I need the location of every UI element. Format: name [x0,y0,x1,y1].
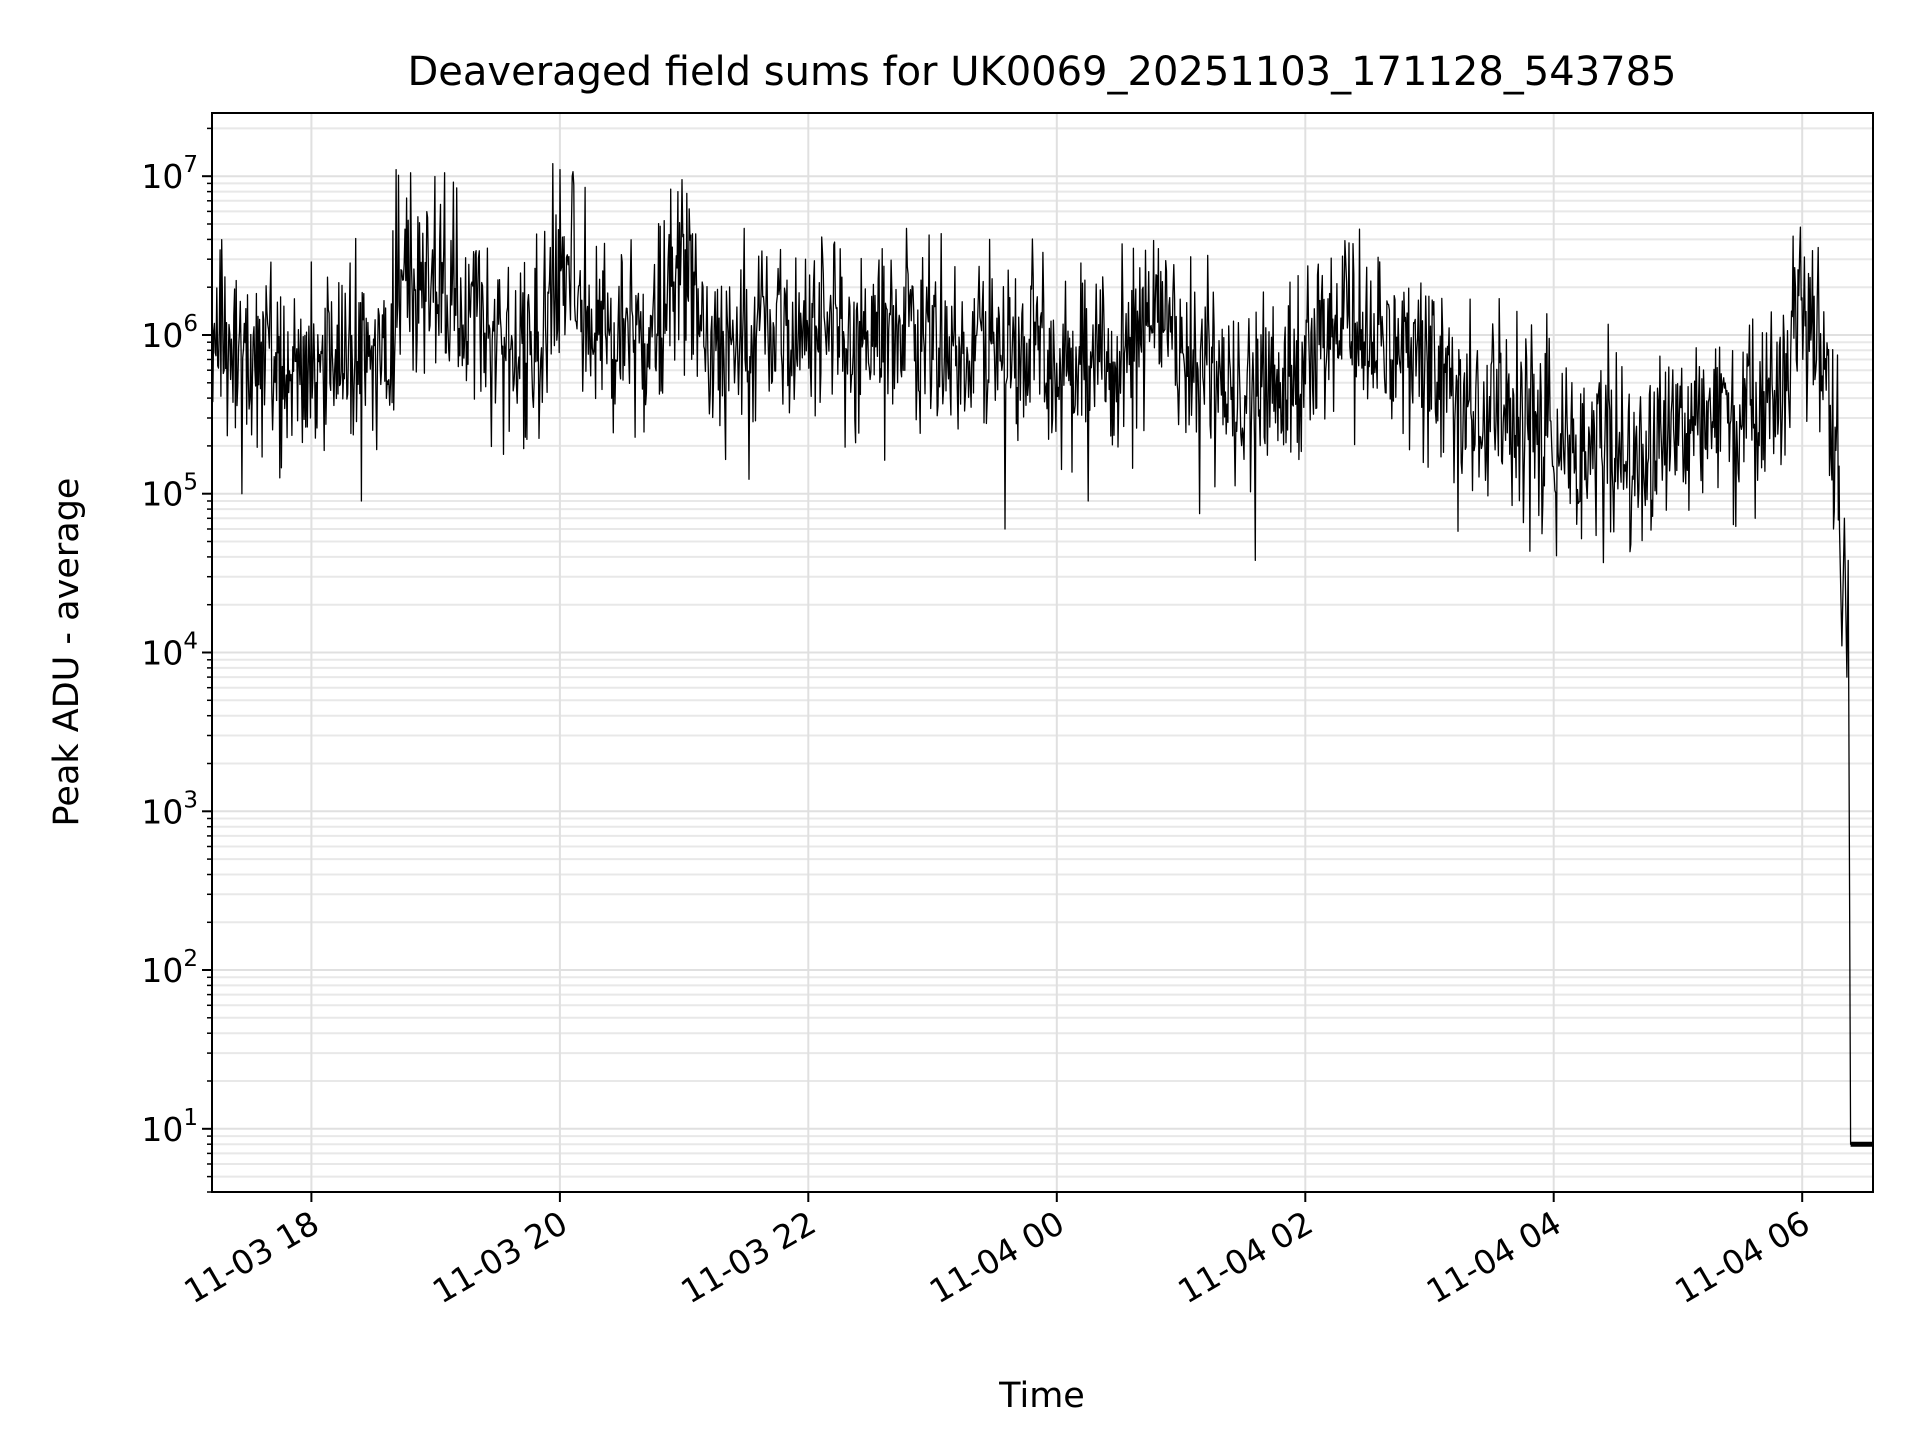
y-tick-label-exponent: 7 [183,152,198,178]
y-tick-label-exponent: 4 [183,629,198,655]
y-tick-label-exponent: 3 [183,787,198,813]
y-axis-label: Peak ADU - average [47,478,87,827]
y-tick-label-base: 10 [141,475,183,514]
y-tick-label: 103 [141,787,198,831]
chart-title: Deaveraged field sums for UK0069_2025110… [407,49,1676,95]
series-layer [211,162,1873,1147]
y-tick-label: 104 [141,629,198,673]
x-axis-label: Time [998,1376,1085,1416]
y-tick-label: 101 [141,1105,198,1149]
y-tick-label-exponent: 1 [183,1105,198,1131]
y-tick-label: 106 [141,311,198,355]
y-tick-label: 102 [141,946,198,990]
y-tick-label: 105 [141,470,198,514]
y-tick-label-base: 10 [141,951,183,990]
y-tick-label-base: 10 [141,634,183,673]
y-tick-label-exponent: 5 [183,470,198,496]
y-tick-label-base: 10 [141,157,183,196]
y-minor-ticks [207,127,212,1193]
y-tick-label-base: 10 [141,1110,183,1149]
y-tick-label-exponent: 2 [183,946,198,972]
data-series-line [211,162,1873,1145]
minor-gridlines [212,127,1873,1193]
y-tick-label-base: 10 [141,792,183,831]
y-tick-label-base: 10 [141,316,183,355]
y-tick-label-exponent: 6 [183,311,198,337]
y-tick-label: 107 [141,152,198,196]
